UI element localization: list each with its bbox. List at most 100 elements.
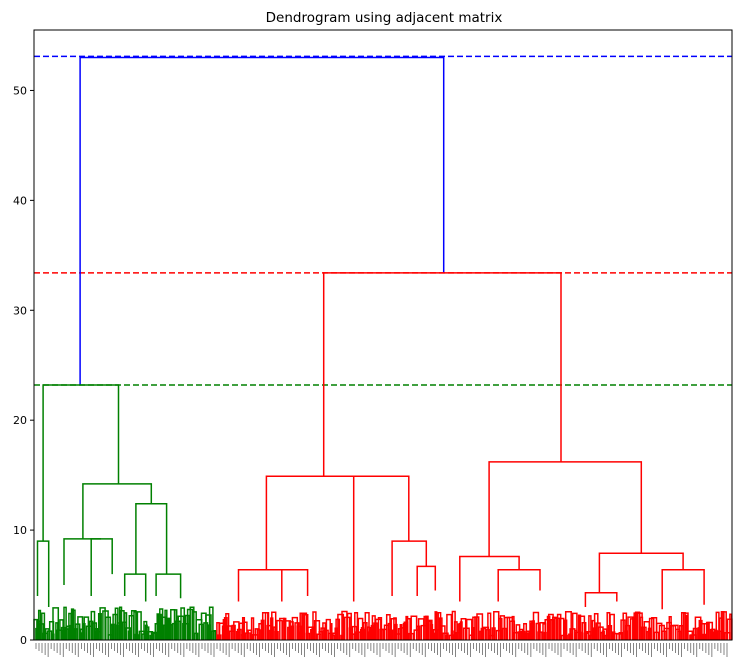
dendrogram-link-21 xyxy=(584,591,618,607)
y-tick-label-40: 40 xyxy=(13,194,27,207)
red-leaf-link-176 xyxy=(532,611,540,640)
y-tick-label-50: 50 xyxy=(13,84,27,97)
red-leaf-link-188 xyxy=(556,613,562,640)
red-leaf-link-96 xyxy=(387,622,392,640)
dendrogram-link-8 xyxy=(155,573,182,599)
dendrogram-link-19 xyxy=(497,568,541,602)
dendrogram-link-22 xyxy=(661,568,705,610)
green-leaf-link-32 xyxy=(90,610,96,640)
red-leaf-link-54 xyxy=(313,620,321,640)
red-leaf-link-16 xyxy=(242,621,248,640)
red-leaf-link-146 xyxy=(476,613,484,640)
red-leaf-link-151 xyxy=(487,612,492,640)
dendrogram-links xyxy=(36,56,705,610)
red-leaf-link-129 xyxy=(446,613,453,640)
y-tick-label-10: 10 xyxy=(13,524,27,537)
red-leaf-link-162 xyxy=(511,615,515,640)
green-leaf-link-26 xyxy=(79,628,84,640)
red-leaf-link-53 xyxy=(312,611,317,640)
dendrogram-link-4 xyxy=(63,538,101,585)
y-tick-label-0: 0 xyxy=(20,634,27,647)
leaf-tick-labels xyxy=(35,643,728,657)
red-leaf-link-75 xyxy=(354,611,359,640)
dendrogram-link-3 xyxy=(82,483,153,539)
red-leaf-link-100 xyxy=(394,623,398,640)
dendrogram-link-20 xyxy=(598,552,684,593)
dendrogram-link-18 xyxy=(459,555,520,602)
red-leaf-link-189 xyxy=(558,617,565,640)
green-leaf-link-14 xyxy=(59,619,64,640)
dendrogram-link-16 xyxy=(416,565,437,596)
green-leaf-link-88 xyxy=(189,606,195,640)
red-leaf-link-260 xyxy=(698,619,703,640)
green-leaf-link-38 xyxy=(102,610,109,640)
green-leaf-link-16 xyxy=(63,606,67,640)
red-leaf-link-199 xyxy=(578,615,586,640)
green-leaf-link-63 xyxy=(145,626,150,640)
red-leaf-link-196 xyxy=(574,629,578,640)
red-leaf-link-47 xyxy=(301,612,308,640)
green-leaf-link-5 xyxy=(41,612,46,640)
red-leaf-link-62 xyxy=(329,623,333,640)
red-leaf-link-71 xyxy=(346,612,352,640)
green-leaf-link-51 xyxy=(124,627,132,640)
red-leaf-link-108 xyxy=(406,617,411,640)
red-leaf-link-277 xyxy=(729,613,733,640)
red-leaf-link-125 xyxy=(438,617,443,640)
dendrogram-link-5 xyxy=(90,538,113,596)
dendrogram-link-13 xyxy=(352,475,410,596)
dendrogram-link-11 xyxy=(237,568,295,602)
green-leaf-link-74 xyxy=(164,609,168,640)
red-leaf-link-253 xyxy=(685,614,689,640)
leaf-links xyxy=(33,606,733,640)
red-leaf-link-37 xyxy=(283,617,287,640)
red-leaf-link-31 xyxy=(271,611,277,640)
green-leaf-link-81 xyxy=(174,609,178,640)
green-leaf-link-12 xyxy=(55,622,59,640)
y-tick-label-30: 30 xyxy=(13,304,27,317)
chart-title: Dendrogram using adjacent matrix xyxy=(266,10,503,26)
red-leaf-link-245 xyxy=(668,616,672,640)
dendrogram-link-7 xyxy=(123,573,147,602)
dendrogram-link-9 xyxy=(322,272,562,477)
red-leaf-link-122 xyxy=(434,611,438,640)
dendrogram-link-0 xyxy=(79,56,445,385)
dendrogram-link-17 xyxy=(488,461,643,557)
green-leaf-link-71 xyxy=(159,608,164,640)
plot-frame xyxy=(33,29,733,641)
green-leaf-link-22 xyxy=(71,609,76,640)
red-leaf-link-7 xyxy=(226,625,233,640)
dendrogram-link-6 xyxy=(135,502,168,575)
green-leaf-link-55 xyxy=(133,611,138,640)
y-axis-ticks: 0 10 20 30 40 50 xyxy=(13,84,34,647)
green-leaf-link-58 xyxy=(136,611,142,640)
green-leaf-link-50 xyxy=(123,612,128,640)
red-leaf-link-20 xyxy=(250,617,255,640)
red-leaf-link-139 xyxy=(460,618,467,640)
red-leaf-link-6 xyxy=(225,612,230,640)
green-leaf-link-47 xyxy=(118,606,123,640)
red-leaf-link-203 xyxy=(588,615,592,640)
y-tick-label-20: 20 xyxy=(13,414,27,427)
red-leaf-link-186 xyxy=(551,616,558,640)
red-leaf-link-134 xyxy=(453,621,458,640)
red-leaf-link-58 xyxy=(322,622,327,640)
dendrogram-link-2 xyxy=(36,540,50,607)
red-leaf-link-208 xyxy=(595,622,601,640)
dendrogram-link-15 xyxy=(391,540,428,596)
green-leaf-link-29 xyxy=(83,616,90,640)
red-leaf-link-217 xyxy=(611,631,616,640)
red-leaf-link-192 xyxy=(564,611,572,640)
green-leaf-link-99 xyxy=(212,630,217,640)
green-leaf-link-97 xyxy=(208,606,214,640)
red-leaf-link-216 xyxy=(609,613,615,640)
red-leaf-link-274 xyxy=(722,611,727,640)
dendrogram-link-12 xyxy=(281,568,309,602)
red-leaf-link-267 xyxy=(710,628,716,640)
red-leaf-link-67 xyxy=(337,613,345,640)
red-leaf-link-198 xyxy=(577,614,582,640)
red-leaf-link-200 xyxy=(581,621,587,640)
green-leaf-link-34 xyxy=(94,628,99,640)
dendrogram-link-10 xyxy=(265,475,381,570)
